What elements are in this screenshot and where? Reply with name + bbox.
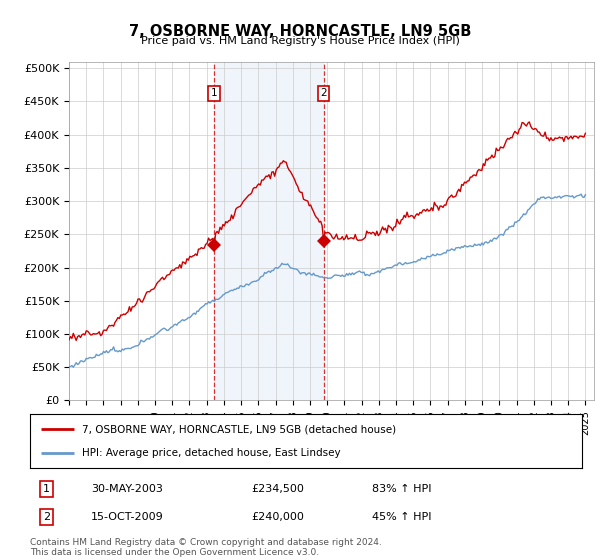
Text: 45% ↑ HPI: 45% ↑ HPI (372, 512, 432, 522)
Text: Contains HM Land Registry data © Crown copyright and database right 2024.
This d: Contains HM Land Registry data © Crown c… (30, 538, 382, 557)
Text: Price paid vs. HM Land Registry's House Price Index (HPI): Price paid vs. HM Land Registry's House … (140, 36, 460, 46)
Text: 1: 1 (43, 484, 50, 494)
Text: £240,000: £240,000 (251, 512, 304, 522)
Text: 2: 2 (43, 512, 50, 522)
Text: HPI: Average price, detached house, East Lindsey: HPI: Average price, detached house, East… (82, 447, 341, 458)
Text: 83% ↑ HPI: 83% ↑ HPI (372, 484, 432, 494)
Bar (214, 62, 323, 400)
Text: 2: 2 (320, 88, 327, 99)
Text: 7, OSBORNE WAY, HORNCASTLE, LN9 5GB: 7, OSBORNE WAY, HORNCASTLE, LN9 5GB (129, 24, 471, 39)
Text: £234,500: £234,500 (251, 484, 304, 494)
Text: 1: 1 (211, 88, 217, 99)
Text: 15-OCT-2009: 15-OCT-2009 (91, 512, 163, 522)
Text: 7, OSBORNE WAY, HORNCASTLE, LN9 5GB (detached house): 7, OSBORNE WAY, HORNCASTLE, LN9 5GB (det… (82, 424, 397, 435)
Text: 30-MAY-2003: 30-MAY-2003 (91, 484, 163, 494)
